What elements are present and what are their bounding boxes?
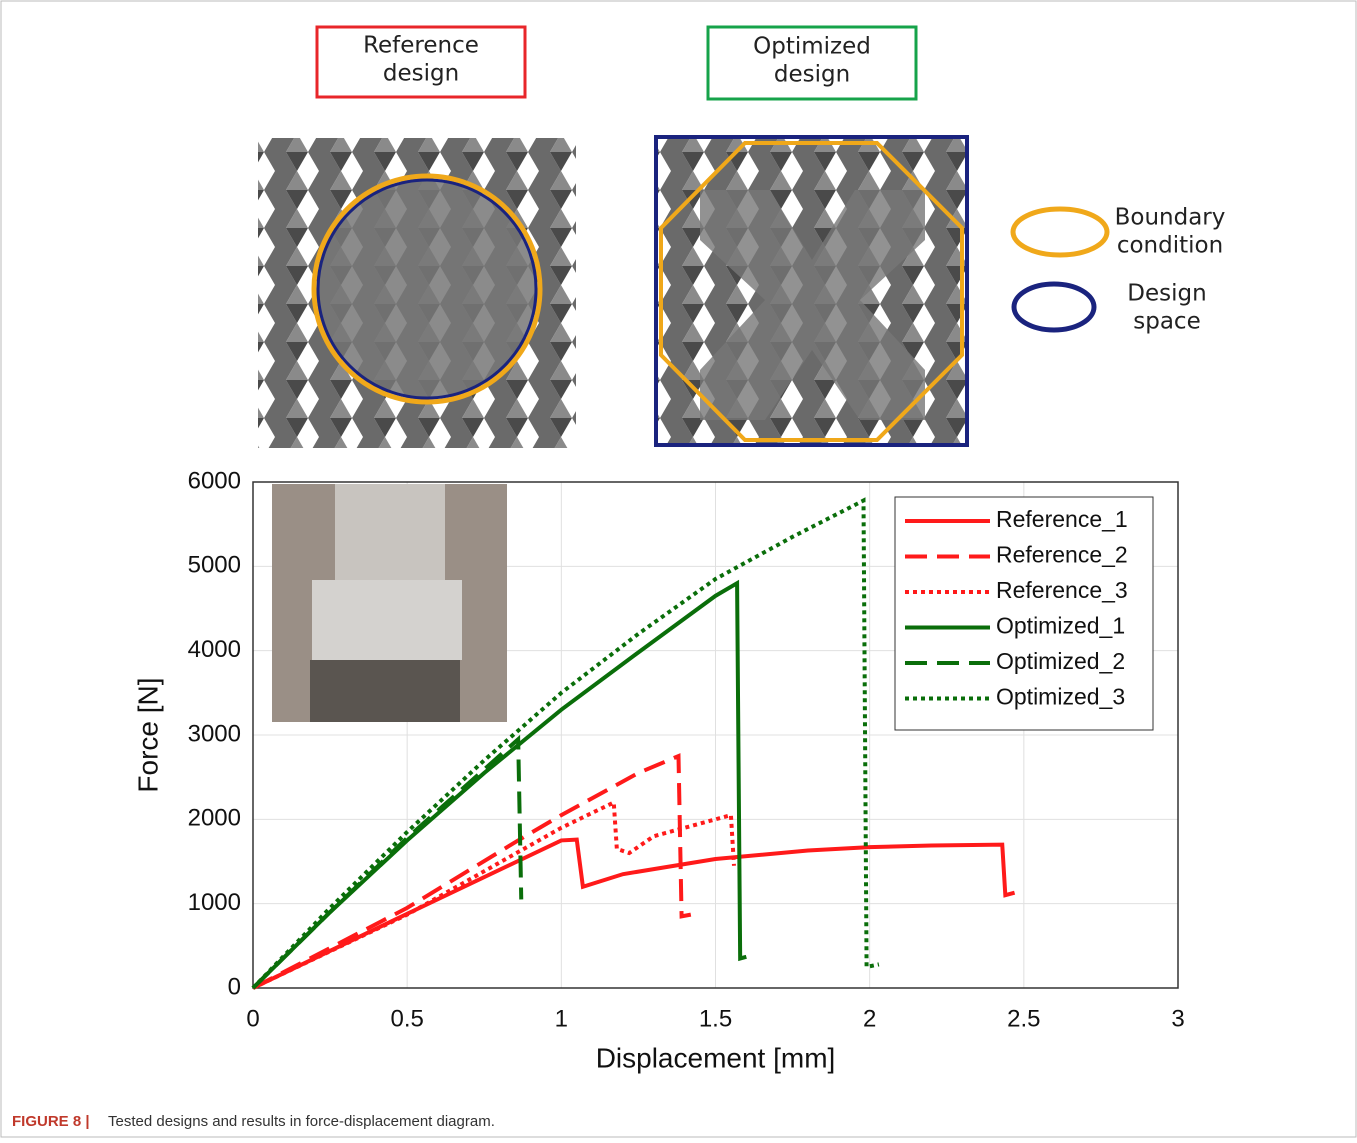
legend-label: Reference_3 [996,577,1128,603]
label: Reference [363,33,479,59]
x-tick-label: 0.5 [390,1005,423,1032]
caption-label: FIGURE 8 | [12,1113,90,1130]
design-fill [700,190,925,420]
space-square [654,135,969,447]
x-tick-label: 1 [555,1005,568,1032]
boundary-octagon [659,141,964,442]
caption-text: Tested designs and results in force-disp… [108,1113,495,1130]
key-label: Design [1127,281,1206,307]
key-boundary [1010,206,1110,258]
y-tick-label: 3000 [188,720,241,747]
y-tick-label: 1000 [188,889,241,916]
key-label: Boundary [1115,205,1226,231]
x-tick-label: 1.5 [699,1005,732,1032]
key-space [1011,281,1097,333]
x-tick-label: 2 [863,1005,876,1032]
y-tick-label: 2000 [188,805,241,832]
inset-photo [272,484,507,722]
key-label: space [1133,309,1200,335]
legend-label: Optimized_1 [996,613,1125,639]
x-axis-label: Displacement [mm] [596,1042,836,1073]
photo-table [310,660,460,722]
photo-plate [312,580,462,660]
x-tick-label: 2.5 [1007,1005,1040,1032]
legend-label: Reference_2 [996,542,1128,568]
design-fill [317,179,537,399]
boundary-circle [311,173,543,405]
x-tick-label: 3 [1171,1005,1184,1032]
space-circle [316,178,538,400]
label-box [706,25,918,101]
y-tick-label: 5000 [188,552,241,579]
y-axis-label: Force [N] [132,677,163,792]
y-tick-label: 4000 [188,636,241,663]
x-tick-label: 0 [246,1005,259,1032]
label-box [315,25,527,99]
series-line [252,837,1016,990]
y-tick-label: 6000 [188,467,241,494]
label: Optimized [753,34,871,60]
plot-border [252,481,1179,989]
legend-label: Reference_1 [996,506,1128,532]
label: design [383,61,459,87]
legend-label: Optimized_3 [996,684,1125,710]
legend-label: Optimized_2 [996,648,1125,674]
legend-box [894,496,1154,731]
key-label: condition [1117,233,1223,259]
y-tick-label: 0 [228,973,241,1000]
label: design [774,62,850,88]
series-line [252,753,692,990]
